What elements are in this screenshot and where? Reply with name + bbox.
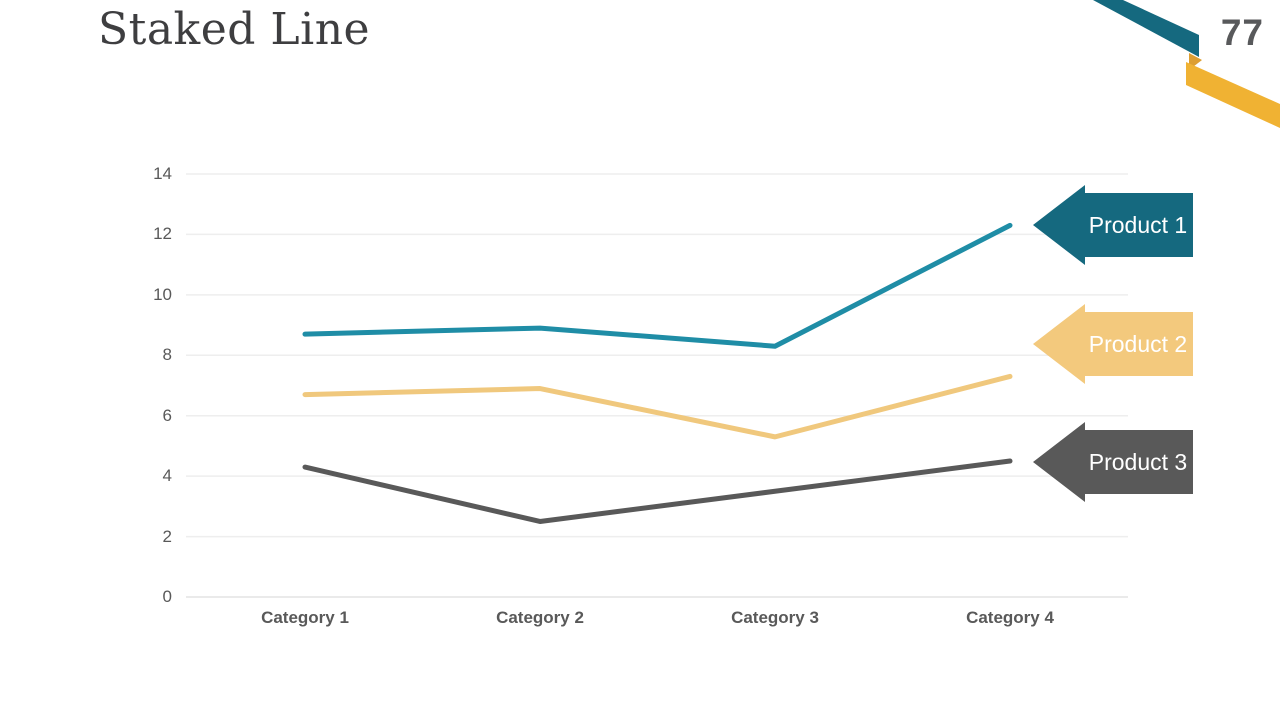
y-axis-label-2: 2 [162, 526, 172, 546]
y-axis-label-14: 14 [153, 164, 172, 183]
x-axis-label-1: Category 1 [261, 608, 349, 627]
gold-ribbon [1186, 62, 1280, 128]
y-axis-label-10: 10 [153, 284, 172, 304]
series-line-1 [302, 222, 1013, 349]
y-axis-label-12: 12 [153, 224, 172, 244]
y-axis-label-0: 0 [162, 587, 172, 606]
legend-arrow-product-1: Product 1 [1033, 185, 1193, 265]
series-line-3 [302, 458, 1013, 524]
x-axis-label-4: Category 4 [966, 608, 1054, 627]
y-axis-label-8: 8 [162, 345, 172, 365]
legend-label-product-3: Product 3 [1088, 448, 1188, 475]
page-title: Staked Line [98, 4, 371, 55]
legend-arrow-product-3: Product 3 [1033, 422, 1193, 502]
y-axis-label-6: 6 [162, 405, 172, 425]
page-number: 77 [1220, 12, 1264, 53]
series-line-2 [302, 373, 1013, 440]
x-axis-label-2: Category 2 [496, 608, 584, 627]
legend-arrow-product-2: Product 2 [1033, 304, 1193, 384]
y-axis-label-4: 4 [162, 466, 172, 486]
legend-label-product-2: Product 2 [1088, 330, 1188, 357]
x-axis-label-3: Category 3 [731, 608, 819, 627]
teal-ribbon [1093, 0, 1199, 57]
gold-ribbon-notch [1189, 53, 1202, 70]
legend-label-product-1: Product 1 [1088, 211, 1188, 238]
